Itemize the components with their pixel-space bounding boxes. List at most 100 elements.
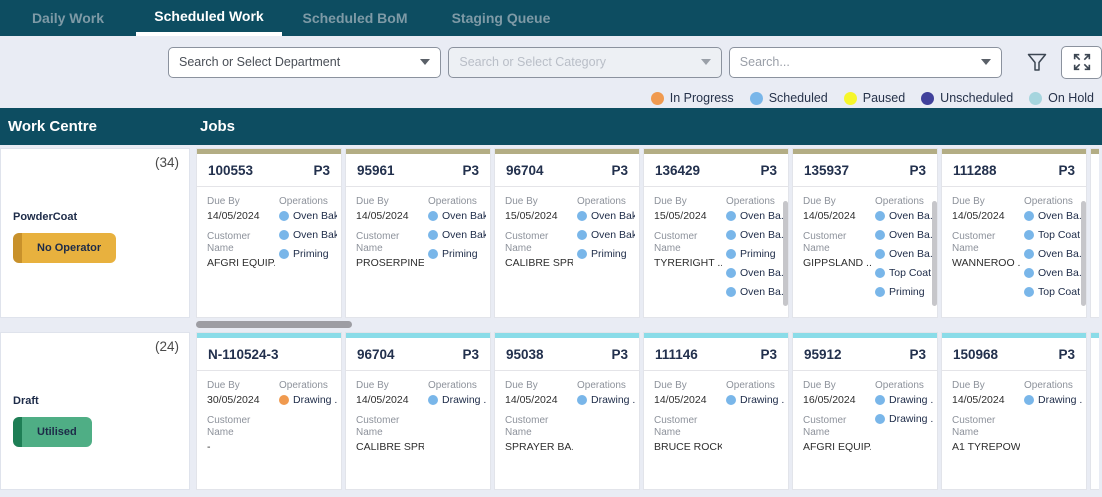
operation-status-dot [726,249,736,259]
work-centre-name: PowderCoat [13,211,78,223]
operation-status-dot [875,395,885,405]
job-card-header: 95961 P3 [346,154,490,187]
department-dropdown[interactable]: Search or Select Department [168,46,442,78]
job-card-header: 96704 P3 [346,338,490,371]
job-number: 111146 [655,347,698,362]
job-card-operations: Operations Oven Bak... Oven Bak... Priming [577,196,635,317]
job-card-top-strip [942,149,1086,154]
job-number: 111288 [953,163,997,178]
job-card-partial [1090,332,1099,490]
due-by-value: 15/05/2024 [505,210,558,222]
operation-item: Drawing ... [577,394,635,406]
due-by-label: Due By [356,196,389,207]
operation-item: Top Coat [1024,229,1082,241]
vertical-scrollbar[interactable] [783,201,788,306]
work-centre-cell-draft: (24) Draft Utilised [0,332,190,490]
customer-name-value: CALIBRE SPR... [505,257,573,269]
customer-name-label: Customer Name [803,415,847,438]
job-card-95961[interactable]: 95961 P3 Due By 14/05/2024 Customer Name PROS… [345,148,491,318]
job-card-top-strip [793,149,937,154]
job-number: 96704 [357,347,395,362]
operation-status-dot [1024,230,1034,240]
operation-status-dot [428,230,438,240]
tab-scheduled-bom[interactable]: Scheduled BoM [302,10,408,26]
due-by-label: Due By [952,380,985,391]
operation-item: Top Coat [875,267,933,279]
operation-item: Oven Bak... [577,210,635,222]
customer-name-label: Customer Name [654,231,698,254]
legend-label: In Progress [669,91,734,105]
job-card-top-strip [1091,333,1099,338]
job-card-100553[interactable]: 100553 P3 Due By 14/05/2024 Customer Name AFG… [196,148,342,318]
job-priority: P3 [909,163,926,178]
due-by-value: 30/05/2024 [207,394,260,406]
operation-name: Top Coat [889,267,932,279]
job-card-111146[interactable]: 111146 P3 Due By 14/05/2024 Customer Name BRU… [643,332,789,490]
vertical-scrollbar[interactable] [1081,201,1086,306]
category-dropdown[interactable]: Search or Select Category [448,46,722,78]
operation-item: Oven Bak... [279,210,337,222]
fullscreen-expand-icon [1073,53,1090,71]
tab-daily-work[interactable]: Daily Work [31,10,105,26]
job-card-150968[interactable]: 150968 P3 Due By 14/05/2024 Customer Name A1 … [941,332,1087,490]
job-card-body: Due By 15/05/2024 Customer Name TYRERIGHT .… [644,187,788,317]
operation-name: Top Coat [1038,286,1081,298]
operation-name: Oven Bak... [442,210,486,222]
job-card-95038[interactable]: 95038 P3 Due By 14/05/2024 Customer Name SPRA… [494,332,640,490]
due-by-label: Due By [505,380,538,391]
job-card-body: Due By 14/05/2024 Customer Name SPRAYER BA.… [495,371,639,489]
job-priority: P3 [611,347,628,362]
operation-name: Oven Bak... [293,229,337,241]
job-card-95912[interactable]: 95912 P3 Due By 16/05/2024 Customer Name AFGR… [792,332,938,490]
horizontal-scrollbar-thumb[interactable] [196,321,352,328]
customer-name-label: Customer Name [356,231,400,254]
legend-status-dot [843,91,857,105]
job-card-details: Due By 14/05/2024 Customer Name PROSERPINE.… [356,196,424,317]
job-card-96704[interactable]: 96704 P3 Due By 14/05/2024 Customer Name CALI… [345,332,491,490]
operation-name: Top Coat [1038,229,1081,241]
tab-staging-queue[interactable]: Staging Queue [451,10,551,26]
operation-item: Oven Bak... [577,229,635,241]
operation-name: Oven Bak... [293,210,337,222]
operation-item: Oven Bak... [428,229,486,241]
operation-status-dot [577,211,587,221]
operation-item: Oven Ba... [726,229,784,241]
customer-name-label: Customer Name [654,415,698,438]
operations-label: Operations [577,380,626,391]
job-number: 136429 [655,163,701,178]
search-dropdown[interactable]: Search... [728,46,1003,78]
job-card-96704[interactable]: 96704 P3 Due By 15/05/2024 Customer Name CALI… [494,148,640,318]
operation-status-dot [726,230,736,240]
legend-status-dot [1029,91,1043,105]
job-card-111288[interactable]: 111288 P3 Due By 14/05/2024 Customer Name WAN… [941,148,1087,318]
operation-status-dot [875,414,885,424]
job-card-top-strip [793,333,937,338]
job-number: 95961 [357,163,395,178]
schedule-rows: (34) PowderCoat No Operator 100553 P3 Due By 1… [0,145,1102,490]
job-card-135937[interactable]: 135937 P3 Due By 14/05/2024 Customer Name GIP… [792,148,938,318]
due-by-value: 14/05/2024 [952,394,1005,406]
due-by-value: 16/05/2024 [803,394,856,406]
fullscreen-expand-button[interactable] [1061,45,1102,79]
customer-name-value: WANNEROO ... [952,257,1020,269]
operation-name: Priming [442,248,478,260]
due-by-label: Due By [207,380,240,391]
job-card-body: Due By 16/05/2024 Customer Name AFGRI EQUIP… [793,371,937,489]
job-card-n-110524-3[interactable]: N-110524-3 Due By 30/05/2024 Customer Name -… [196,332,342,490]
customer-name-value: CALIBRE SPR... [356,441,424,453]
operation-item: Priming [726,248,784,260]
job-card-operations: Operations Drawing ... [726,380,784,489]
legend-item-on-hold: On Hold [1029,91,1094,105]
filter-funnel-icon[interactable] [1025,50,1049,74]
vertical-scrollbar[interactable] [932,201,937,306]
job-card-body: Due By 14/05/2024 Customer Name AFGRI EQUIP… [197,187,341,317]
operation-item: Priming [875,286,933,298]
customer-name-value: AFGRI EQUIP... [803,441,871,453]
job-count: (34) [154,155,179,170]
job-card-136429[interactable]: 136429 P3 Due By 15/05/2024 Customer Name TYR… [643,148,789,318]
tab-scheduled-work[interactable]: Scheduled Work [136,0,282,36]
status-legend: In Progress Scheduled Paused Unscheduled On … [0,88,1102,108]
operation-item: Oven Ba... [875,210,933,222]
operations-label: Operations [726,380,775,391]
operations-label: Operations [279,380,328,391]
